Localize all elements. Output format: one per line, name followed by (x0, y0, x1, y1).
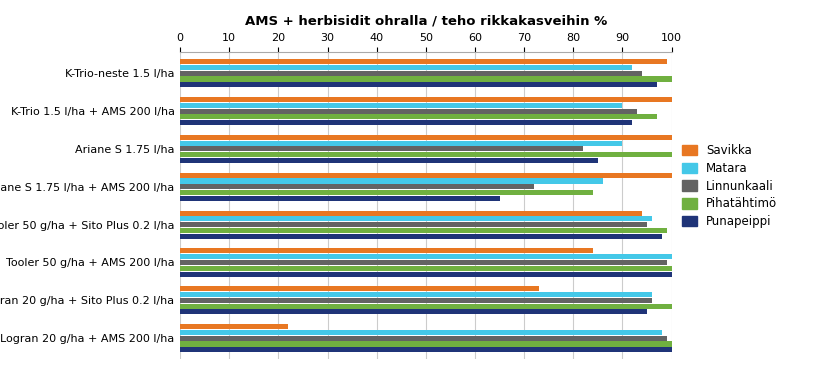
Legend: Savikka, Matara, Linnunkaali, Pihatähtimö, Punapeippi: Savikka, Matara, Linnunkaali, Pihatähtim… (682, 144, 777, 228)
Bar (180, 97, 672, 102)
Bar (180, 76, 672, 82)
Bar (180, 190, 593, 195)
Bar (180, 347, 672, 352)
Bar (180, 272, 672, 277)
Bar (180, 216, 652, 221)
Bar (180, 254, 672, 259)
Bar (180, 65, 632, 70)
Bar (180, 304, 672, 309)
Bar (180, 120, 632, 125)
Bar (180, 173, 672, 178)
Bar (180, 196, 500, 201)
Bar (180, 222, 647, 227)
Bar (180, 330, 662, 335)
Bar (180, 59, 667, 64)
Bar (180, 309, 647, 315)
Bar (180, 108, 637, 114)
Bar (180, 146, 583, 151)
Bar (180, 286, 539, 291)
Bar (180, 82, 657, 87)
Bar (180, 178, 603, 184)
Bar (180, 336, 667, 341)
Bar (180, 114, 657, 119)
Bar (180, 228, 667, 233)
Bar (180, 184, 534, 189)
Bar (180, 158, 598, 163)
Bar (180, 266, 672, 271)
Bar (180, 324, 288, 329)
Bar (180, 248, 593, 254)
Bar (180, 234, 662, 239)
Bar (180, 211, 642, 215)
Bar (180, 260, 667, 265)
Bar (180, 292, 652, 297)
Bar (180, 135, 672, 140)
Bar (180, 103, 622, 108)
Bar (180, 298, 652, 303)
Bar (180, 141, 622, 145)
Bar (180, 71, 642, 76)
Bar (180, 341, 672, 347)
X-axis label: AMS + herbisidit ohralla / teho rikkakasveihin %: AMS + herbisidit ohralla / teho rikkakas… (245, 14, 607, 27)
Bar (180, 152, 672, 157)
